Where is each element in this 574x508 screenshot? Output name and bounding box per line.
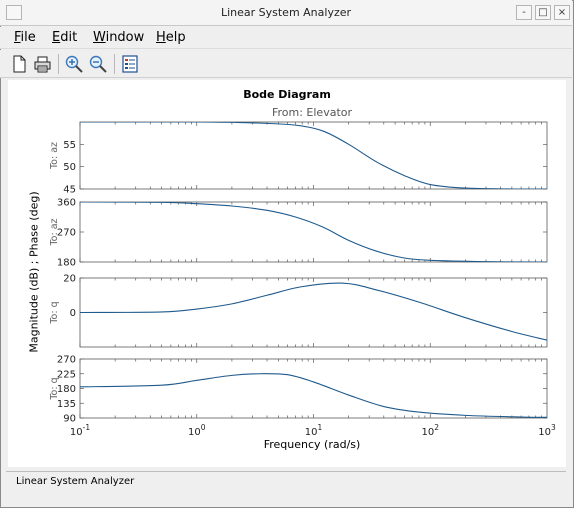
x-tick-label: 100 <box>188 423 206 438</box>
status-text: Linear System Analyzer <box>16 476 135 487</box>
plot-configurations-button[interactable] <box>119 53 141 75</box>
menu-edit-label: dit <box>60 30 78 45</box>
close-button[interactable]: × <box>554 5 570 20</box>
axes-phase-az <box>79 201 548 263</box>
y-tick-label: 55 <box>63 140 76 151</box>
menu-window-label: indow <box>105 30 145 45</box>
channel-label: To: az <box>49 142 60 170</box>
x-axis-label: Frequency (rad/s) <box>263 438 361 451</box>
channel-label: To: q <box>49 301 60 324</box>
y-tick-label: 270 <box>57 355 76 366</box>
menu-edit-mnemonic: E <box>52 30 61 45</box>
channel-label: To: q <box>49 377 60 400</box>
response-line-phase-az <box>80 202 547 262</box>
menu-help[interactable]: Help <box>156 30 186 45</box>
response-line-magnitude-q <box>80 282 547 341</box>
y-tick-label: 0 <box>70 308 76 319</box>
chart-title: Bode Diagram <box>243 88 331 101</box>
toolbar-separator <box>58 54 59 74</box>
channel-label: To: az <box>49 218 60 246</box>
y-tick-label: 225 <box>57 369 76 380</box>
toolbar-separator <box>114 54 115 74</box>
print-icon <box>34 56 51 73</box>
zoom-in-button[interactable] <box>63 53 85 75</box>
new-button[interactable] <box>8 53 30 75</box>
menu-window-mnemonic: W <box>93 30 106 45</box>
y-tick-label: 180 <box>57 384 76 395</box>
minimize-button[interactable]: - <box>516 5 532 20</box>
plot-configurations-icon <box>122 55 138 73</box>
response-line-magnitude-az <box>80 122 547 189</box>
zoom-out-button[interactable] <box>87 53 109 75</box>
axes-magnitude-az <box>79 121 548 190</box>
menu-file[interactable]: File <box>14 30 36 45</box>
menu-file-label: ile <box>20 30 36 45</box>
x-tick-label: 103 <box>538 423 556 438</box>
menu-window[interactable]: Window <box>93 30 144 45</box>
response-line-phase-q <box>80 373 547 418</box>
y-tick-label: 270 <box>57 228 76 239</box>
zoom-in-icon <box>65 55 83 73</box>
maximize-button[interactable]: □ <box>535 5 551 20</box>
y-tick-label: 180 <box>57 258 76 269</box>
menu-help-mnemonic: H <box>156 30 166 45</box>
x-tick-label: 10-1 <box>70 423 90 438</box>
menu-bar: File Edit Window Help <box>0 27 572 49</box>
window-title: Linear System Analyzer <box>220 6 352 19</box>
y-tick-label: 45 <box>63 185 76 196</box>
menu-file-mnemonic: F <box>14 30 21 45</box>
title-bar[interactable]: Linear System Analyzer - □ × <box>0 0 572 26</box>
menu-help-label: elp <box>165 30 186 45</box>
new-document-icon <box>13 55 26 73</box>
y-tick-label: 90 <box>63 414 76 425</box>
x-tick-label: 102 <box>421 423 439 438</box>
y-tick-label: 50 <box>63 162 76 173</box>
menu-edit[interactable]: Edit <box>52 30 77 45</box>
toolbar <box>0 50 572 78</box>
axes-phase-q <box>79 358 548 419</box>
status-bar: Linear System Analyzer <box>6 471 566 493</box>
y-tick-label: 135 <box>57 399 76 410</box>
x-tick-label: 101 <box>305 423 323 438</box>
chart-subtitle: From: Elevator <box>271 106 353 119</box>
window-menu-button[interactable] <box>6 5 22 20</box>
print-button[interactable] <box>31 53 53 75</box>
y-tick-label: 360 <box>57 198 76 209</box>
y-tick-label: 20 <box>63 274 76 285</box>
zoom-out-icon <box>89 55 107 73</box>
